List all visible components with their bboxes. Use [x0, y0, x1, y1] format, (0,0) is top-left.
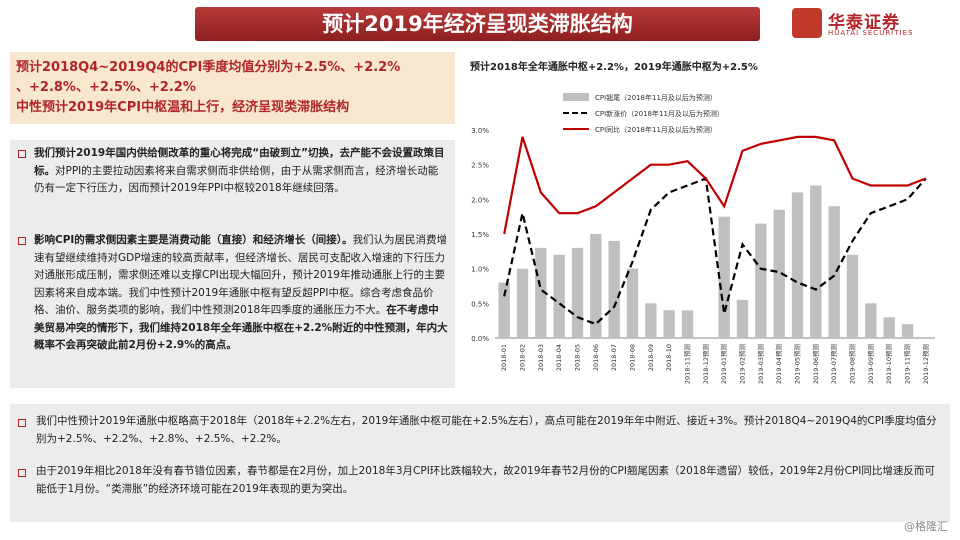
- x-tick-label: 2019-02预测: [738, 344, 747, 385]
- left-point-1-rest: 对PPI的主要拉动因素将来自需求侧而非供给侧，由于从需求侧而言，经济增长动能仍有…: [34, 164, 439, 195]
- legend-label: CPI新涨价（2018年11月及以后为预测）: [595, 109, 724, 118]
- left-point-1-bold: 我们预计2019年国内供给侧改革的重心将完成“由破到立”切换，去产能不会设置政策…: [34, 147, 445, 177]
- bar: [736, 299, 749, 338]
- x-tick-label: 2018-09: [647, 344, 655, 371]
- logo: 华泰证券 HUATAI SECURITIES: [792, 8, 942, 40]
- header: 预计2019年经济呈现类滞胀结构 华泰证券 HUATAI SECURITIES: [0, 0, 960, 48]
- bar: [590, 234, 602, 338]
- x-tick-label: 2018-04: [555, 344, 563, 371]
- highlight-box: [10, 52, 455, 124]
- x-tick-label: 2019-11预测: [903, 344, 912, 385]
- x-tick-label: 2018-02: [519, 344, 527, 371]
- legend-label: CPI翘尾（2018年11月及以后为预测）: [595, 93, 717, 102]
- x-tick-label: 2019-06预测: [811, 344, 820, 385]
- bottom-point-2: 由于2019年相比2018年没有春节错位因素，春节都是在2月份，加上2018年3…: [36, 465, 935, 495]
- highlight-line-1: 预计2018Q4~2019Q4的CPI季度均值分别为+2.5%、+2.2%: [16, 60, 401, 75]
- logo-subtext: HUATAI SECURITIES: [828, 29, 914, 37]
- y-tick-label: 0.0%: [471, 335, 489, 343]
- x-tick-label: 2019-09预测: [866, 344, 875, 385]
- bullet-icon: [18, 237, 26, 245]
- bar: [535, 247, 547, 338]
- y-tick-label: 2.5%: [471, 162, 489, 170]
- highlight-text: 预计2018Q4~2019Q4的CPI季度均值分别为+2.5%、+2.2% 、+…: [16, 58, 452, 118]
- left-point-2-bold: 影响CPI的需求侧因素主要是消费动能（直接）和经济增长（间接）。: [34, 234, 353, 246]
- x-tick-label: 2019-10预测: [884, 344, 893, 385]
- x-tick-label: 2018-08: [629, 344, 637, 371]
- left-point-1: 我们预计2019年国内供给侧改革的重心将完成“由破到立”切换，去产能不会设置政策…: [34, 145, 448, 198]
- bullet-icon: [18, 419, 26, 427]
- y-tick-label: 3.0%: [471, 127, 489, 135]
- bar: [810, 185, 822, 338]
- x-tick-label: 2018-06: [592, 344, 600, 371]
- bar: [791, 192, 804, 338]
- bar: [773, 209, 785, 338]
- highlight-line-2: 、+2.8%、+2.5%、+2.2%: [16, 80, 196, 95]
- bullet-icon: [18, 469, 26, 477]
- y-tick-label: 2.0%: [471, 196, 489, 204]
- bar: [901, 324, 914, 338]
- logo-text: 华泰证券: [828, 13, 900, 33]
- logo-mark-icon: [792, 8, 822, 38]
- bar: [755, 223, 767, 338]
- bar: [571, 247, 584, 338]
- bar: [498, 282, 510, 338]
- x-tick-label: 2018-12预测: [701, 344, 710, 385]
- bar: [718, 216, 730, 338]
- highlight-line-3: 中性预计2019年CPI中枢温和上行，经济呈现类滞胀结构: [16, 100, 350, 115]
- y-tick-label: 0.5%: [471, 300, 489, 308]
- x-tick-label: 2019-12预测: [921, 344, 930, 385]
- x-tick-label: 2018-10: [665, 344, 673, 371]
- y-tick-label: 1.0%: [471, 266, 489, 274]
- bar: [846, 254, 859, 338]
- chart-title: 预计2018年全年通胀中枢+2.2%，2019年通胀中枢为+2.5%: [470, 62, 758, 73]
- bar: [626, 268, 639, 338]
- bar: [516, 268, 529, 338]
- bar: [865, 303, 877, 338]
- bar: [681, 310, 694, 338]
- bar: [608, 240, 620, 338]
- cpi-yoy-line: [503, 135, 927, 235]
- cpi-chart: 0.0% 0.5% 1.0% 1.5% 2.0% 2.5% 3.0% 2018-01 2018-…: [471, 93, 935, 385]
- x-tick-label: 2018-11预测: [683, 344, 692, 385]
- bar: [663, 310, 675, 338]
- title-bar: [195, 7, 760, 41]
- x-tick-label: 2019-07预测: [829, 344, 838, 385]
- left-point-2: 影响CPI的需求侧因素主要是消费动能（直接）和经济增长（间接）。我们认为居民消费…: [34, 232, 448, 355]
- legend-label: CPI同比（2018年11月及以后为预测）: [595, 125, 717, 134]
- x-tick-label: 2019-03预测: [756, 344, 765, 385]
- bottom-points-box: [10, 404, 950, 522]
- x-tick-label: 2018-01: [500, 344, 508, 371]
- x-tick-label: 2019-08预测: [848, 344, 857, 385]
- y-tick-label: 1.5%: [471, 231, 489, 239]
- x-tick-label: 2018-07: [610, 344, 618, 371]
- cpi-new-price-line: [503, 176, 927, 326]
- bottom-point-1: 我们中性预计2019年通胀中枢略高于2018年（2018年+2.2%左右，201…: [36, 415, 937, 445]
- x-tick-label: 2019-01预测: [719, 344, 728, 385]
- left-points-box: [10, 140, 455, 388]
- bullet-icon: [18, 150, 26, 158]
- left-point-2-bold-end: 在不考虑中美贸易冲突的情形下，我们维持2018年全年通胀中枢在+2.2%附近的中…: [34, 304, 448, 351]
- x-tick-label: 2018-03: [537, 344, 545, 371]
- x-tick-label: 2018-05: [574, 344, 582, 371]
- x-tick-label: 2019-05预测: [793, 344, 802, 385]
- x-tick-label: 2019-04预测: [774, 344, 783, 385]
- watermark: @格隆汇: [904, 520, 948, 533]
- bar: [828, 206, 840, 338]
- bar: [553, 254, 565, 338]
- page-title: 预计2019年经济呈现类滞胀结构: [322, 12, 633, 36]
- bar: [645, 303, 657, 338]
- legend-swatch-bar: [563, 93, 589, 101]
- bar: [883, 317, 895, 338]
- left-point-2-rest: 我们认为居民消费增速有望继续维持对GDP增速的较高贡献率，但经济增长、居民可支配…: [34, 234, 448, 316]
